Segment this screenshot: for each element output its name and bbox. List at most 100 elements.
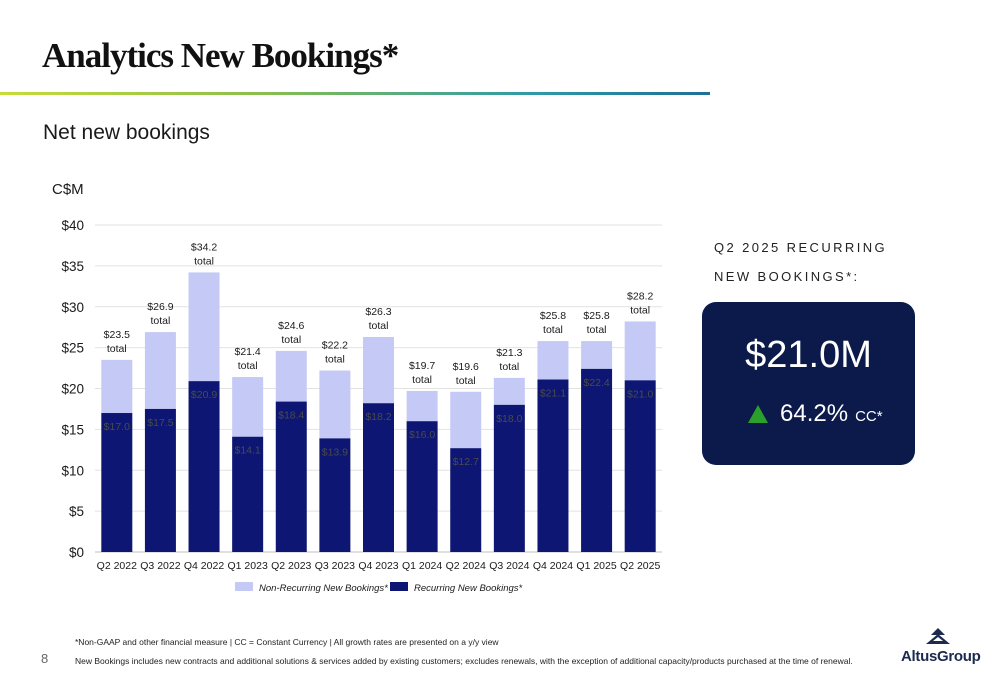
stat-box: $21.0M 64.2% CC*	[702, 302, 915, 465]
recurring-value-label: $12.7	[453, 456, 479, 468]
bar-non-recurring	[624, 321, 656, 381]
bar-non-recurring	[406, 390, 438, 422]
altus-logo: AltusGroup	[901, 628, 981, 668]
legend-label-recurring: Recurring New Bookings*	[414, 583, 523, 594]
x-tick-label: Q2 2024	[446, 560, 486, 572]
stat-heading: Q2 2025 RECURRING NEW BOOKINGS*:	[714, 233, 974, 291]
y-tick-label: $10	[61, 463, 84, 478]
y-tick-label: $5	[69, 504, 84, 519]
bar-non-recurring	[275, 350, 307, 402]
title-underline	[0, 92, 710, 95]
total-suffix-label: total	[587, 324, 607, 336]
recurring-value-label: $18.4	[278, 410, 304, 422]
total-suffix-label: total	[630, 304, 650, 316]
recurring-value-label: $17.5	[147, 417, 173, 429]
total-suffix-label: total	[107, 343, 127, 355]
bar-non-recurring	[363, 336, 394, 404]
total-suffix-label: total	[281, 334, 301, 346]
total-suffix-label: total	[325, 354, 345, 366]
x-tick-label: Q3 2022	[140, 560, 180, 572]
total-suffix-label: total	[543, 324, 563, 336]
stat-growth-value: 64.2%	[780, 400, 849, 427]
slide-subtitle: Net new bookings	[43, 121, 210, 144]
total-value-label: $21.4	[235, 346, 261, 358]
total-suffix-label: total	[150, 315, 170, 327]
x-tick-label: Q4 2024	[533, 560, 573, 572]
recurring-value-label: $18.2	[365, 411, 391, 423]
y-axis-label: C$M	[52, 181, 84, 198]
bar-non-recurring	[101, 359, 133, 414]
bar-recurring	[450, 448, 482, 552]
total-suffix-label: total	[456, 375, 476, 387]
total-value-label: $25.8	[540, 310, 566, 322]
x-tick-label: Q2 2023	[271, 560, 311, 572]
stat-value: $21.0M	[745, 334, 872, 376]
total-value-label: $23.5	[104, 329, 130, 341]
total-suffix-label: total	[238, 360, 258, 372]
legend-swatch-recurring	[390, 582, 408, 591]
total-value-label: $19.7	[409, 360, 435, 372]
total-value-label: $25.8	[583, 310, 609, 322]
recurring-value-label: $22.4	[583, 377, 609, 389]
y-tick-label: $40	[61, 218, 84, 233]
total-value-label: $21.3	[496, 347, 522, 359]
stat-growth: 64.2% CC*	[748, 400, 883, 428]
recurring-value-label: $14.1	[235, 445, 261, 457]
data-labels: $17.0 $23.5 total $17.5 $26.9 total $20.9 $34.2…	[104, 241, 654, 468]
recurring-value-label: $17.0	[104, 421, 130, 433]
y-tick-label: $25	[61, 341, 84, 356]
x-tick-label: Q1 2025	[576, 560, 616, 572]
legend-label-non-recurring: Non-Recurring New Bookings*	[259, 583, 388, 594]
stat-growth-suffix: CC*	[855, 408, 883, 425]
total-suffix-label: total	[369, 320, 389, 332]
x-tick-label: Q4 2022	[184, 560, 224, 572]
bar-recurring	[624, 380, 656, 552]
legend-swatch-non-recurring	[235, 582, 253, 591]
x-tick-label: Q3 2023	[315, 560, 355, 572]
x-tick-label: Q2 2025	[620, 560, 660, 572]
bar-non-recurring	[537, 341, 569, 380]
recurring-value-label: $21.1	[540, 388, 566, 400]
x-tick-label: Q4 2023	[358, 560, 398, 572]
bar-recurring	[232, 436, 264, 552]
total-value-label: $26.3	[365, 306, 391, 318]
total-value-label: $26.9	[147, 301, 173, 313]
bar-non-recurring	[188, 272, 220, 382]
x-tick-label: Q1 2023	[228, 560, 268, 572]
recurring-value-label: $13.9	[322, 446, 348, 458]
bar-recurring	[493, 404, 525, 552]
bar-non-recurring	[319, 370, 351, 439]
bar-recurring	[581, 368, 613, 552]
total-value-label: $22.2	[322, 340, 348, 352]
up-triangle-icon	[748, 405, 768, 423]
bar-non-recurring	[581, 341, 613, 369]
bar-recurring	[188, 381, 220, 552]
bar-non-recurring	[144, 332, 176, 409]
total-suffix-label: total	[499, 361, 519, 373]
x-tick-label: Q2 2022	[97, 560, 137, 572]
bar-recurring	[101, 413, 133, 552]
bar-non-recurring	[493, 377, 525, 405]
total-suffix-label: total	[412, 374, 432, 386]
bar-recurring	[275, 401, 307, 552]
bar-recurring	[406, 421, 438, 552]
y-tick-label: $0	[69, 545, 84, 560]
total-value-label: $24.6	[278, 320, 304, 332]
y-tick-label: $20	[61, 382, 84, 397]
footnote-1: *Non-GAAP and other financial measure | …	[75, 637, 499, 647]
y-tick-label: $35	[61, 259, 84, 274]
bar-non-recurring	[450, 391, 482, 449]
recurring-value-label: $20.9	[191, 389, 217, 401]
recurring-value-label: $16.0	[409, 429, 435, 441]
bar-non-recurring	[232, 377, 264, 437]
logo-text: AltusGroup	[901, 648, 981, 665]
stat-heading-line2: NEW BOOKINGS*:	[714, 269, 860, 284]
logo-mark-icon	[926, 628, 950, 644]
recurring-value-label: $21.0	[627, 388, 653, 400]
total-value-label: $19.6	[453, 361, 479, 373]
bar-recurring	[537, 379, 569, 552]
stat-heading-line1: Q2 2025 RECURRING	[714, 240, 888, 255]
total-suffix-label: total	[194, 255, 214, 267]
